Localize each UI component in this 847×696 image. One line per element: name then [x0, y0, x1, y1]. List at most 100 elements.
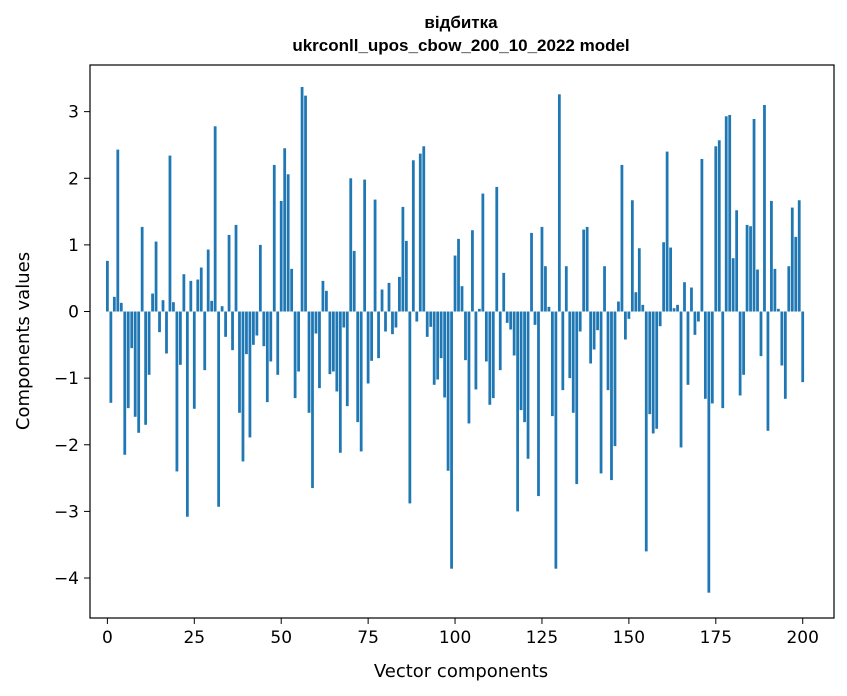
bar [613, 311, 617, 447]
bar [311, 311, 314, 489]
bar [582, 229, 586, 312]
bar [105, 260, 109, 312]
x-axis-label: Vector components [374, 661, 548, 682]
bar [391, 311, 394, 335]
bar [637, 248, 641, 312]
bar [425, 311, 429, 337]
bar [606, 311, 610, 391]
bar-series [105, 86, 805, 593]
bar [161, 300, 165, 312]
bar [484, 311, 488, 362]
bar [137, 311, 141, 433]
bar [752, 118, 756, 312]
bar [790, 207, 794, 312]
bar [182, 274, 186, 312]
bar [557, 94, 561, 312]
bar [731, 258, 735, 312]
bar [217, 311, 221, 507]
bar [467, 311, 471, 424]
bar [220, 306, 224, 312]
bar [776, 308, 780, 312]
bar [690, 287, 693, 312]
x-tick-label: 175 [700, 628, 732, 648]
bar [714, 146, 718, 312]
plot-frame [89, 64, 835, 619]
bar [227, 234, 231, 312]
bar [780, 311, 784, 366]
bar [707, 311, 711, 593]
bar [474, 311, 478, 390]
y-tick-label: −2 [54, 436, 79, 456]
bar [495, 186, 499, 312]
y-axis-label: Components values [13, 252, 34, 430]
bar [724, 116, 728, 312]
bar [749, 226, 752, 312]
bar [641, 304, 645, 312]
bar [624, 311, 627, 340]
y-tick-label: 0 [68, 303, 79, 323]
bar [286, 174, 290, 312]
bar [140, 226, 144, 312]
bar [561, 311, 565, 391]
bar [265, 311, 269, 403]
bar [554, 311, 558, 569]
x-tick-label: 0 [102, 628, 113, 648]
bar [766, 311, 770, 431]
bar [297, 311, 300, 372]
bar [533, 311, 537, 325]
bar [620, 164, 624, 312]
bar [293, 311, 297, 399]
bar [331, 311, 335, 372]
bar [658, 311, 662, 327]
y-tick-label: −3 [54, 502, 79, 522]
bar [679, 311, 683, 448]
bar [596, 311, 599, 331]
bar [109, 311, 113, 403]
bar [401, 206, 405, 312]
bar [676, 304, 679, 312]
bar [477, 308, 481, 312]
bar [526, 311, 530, 459]
x-tick-label: 200 [786, 628, 818, 648]
bar [505, 311, 509, 323]
bar [578, 311, 582, 332]
bar [168, 155, 172, 312]
bar [617, 301, 620, 312]
bar [665, 151, 669, 312]
bar [491, 311, 495, 399]
bar [123, 311, 127, 455]
bar [234, 224, 238, 312]
bar [686, 311, 690, 385]
bar [370, 311, 373, 361]
x-tick-label: 25 [183, 628, 205, 648]
bar [206, 249, 210, 312]
bar [488, 311, 492, 405]
x-tick-label: 150 [613, 628, 645, 648]
bar [255, 311, 259, 336]
bar [735, 210, 739, 312]
bar [516, 311, 520, 512]
bar [603, 266, 606, 312]
bar [258, 244, 262, 312]
bar [644, 311, 648, 552]
bar [738, 311, 742, 396]
bar [408, 311, 412, 504]
bar [471, 230, 474, 312]
x-tick-label: 100 [439, 628, 471, 648]
bar [655, 311, 659, 429]
y-tick-label: 1 [68, 236, 79, 256]
bar [509, 311, 513, 330]
y-tick-label: −1 [54, 369, 79, 389]
bar [158, 311, 161, 333]
bar [338, 311, 342, 453]
bar [547, 306, 551, 312]
bar [797, 200, 801, 312]
bar [325, 290, 328, 312]
bar [759, 311, 763, 357]
bar [519, 311, 523, 411]
bar [147, 311, 151, 375]
bar [634, 292, 638, 312]
bar [592, 311, 596, 350]
x-axis: 0 25 50 75 100 125 150 175 200 [102, 618, 819, 648]
